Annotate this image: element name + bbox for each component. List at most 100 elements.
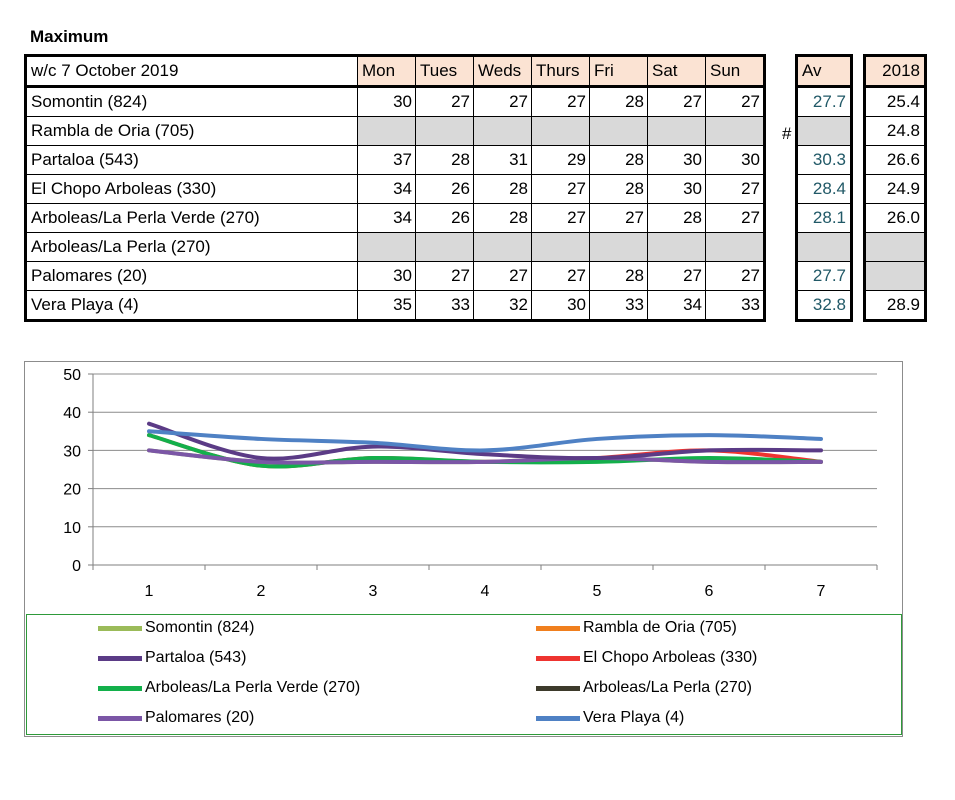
- value-cell: [415, 116, 474, 146]
- year-row: [864, 261, 926, 291]
- day-header: Weds: [473, 55, 532, 88]
- year-cell: 28.9: [864, 290, 926, 321]
- legend-label: Arboleas/La Perla Verde (270): [145, 679, 361, 696]
- value-cell: 34: [357, 174, 416, 204]
- week-label: w/c 7 October 2019: [25, 55, 358, 88]
- day-header: Sun: [705, 55, 765, 88]
- value-cell: 30: [531, 290, 590, 321]
- series-line: [147, 421, 823, 461]
- av-row: [796, 116, 852, 146]
- value-cell: 30: [647, 174, 706, 204]
- av-row: 27.7: [796, 86, 852, 117]
- value-cell: 30: [357, 261, 416, 291]
- value-cell: [415, 232, 474, 262]
- av-cell: [796, 232, 852, 262]
- year-row: [864, 232, 926, 262]
- previous-year-table: 2018 25.4 24.8 26.6 24.9 26.0 28.9: [863, 54, 927, 322]
- value-cell: 27: [705, 261, 765, 291]
- value-cell: 27: [647, 261, 706, 291]
- value-cell: 32: [473, 290, 532, 321]
- value-cell: 27: [705, 86, 765, 117]
- day-header: Thurs: [531, 55, 590, 88]
- y-tick-label: 40: [63, 405, 81, 422]
- value-cell: 28: [415, 145, 474, 175]
- value-cell: 27: [473, 261, 532, 291]
- av-row: 28.4: [796, 174, 852, 204]
- legend-label: El Chopo Arboleas (330): [583, 649, 758, 666]
- legend-label: Vera Playa (4): [583, 709, 685, 726]
- day-header: Fri: [589, 55, 648, 88]
- value-cell: 28: [589, 174, 648, 204]
- av-row: 30.3: [796, 145, 852, 175]
- average-table: Av 27.7 30.3 28.4 28.1 27.7 32.8: [795, 54, 853, 322]
- legend-swatch: [98, 655, 142, 661]
- value-cell: [705, 232, 765, 262]
- av-row: 27.7: [796, 261, 852, 291]
- legend-swatch: [98, 625, 142, 631]
- x-tick-label: 7: [817, 583, 826, 600]
- value-cell: [473, 232, 532, 262]
- table-row: Somontin (824) 30 27 27 27 28 27 27: [25, 86, 765, 117]
- y-tick-label: 30: [63, 443, 81, 460]
- table-row: Rambla de Oria (705): [25, 116, 765, 146]
- legend-swatch: [98, 685, 142, 691]
- value-cell: [705, 116, 765, 146]
- av-header: Av: [796, 55, 852, 88]
- value-cell: 27: [473, 86, 532, 117]
- av-row: 32.8: [796, 290, 852, 321]
- av-cell: 28.1: [796, 203, 852, 233]
- legend-item: El Chopo Arboleas (330): [536, 649, 757, 667]
- legend-item: Somontin (824): [98, 619, 254, 637]
- year-row: 26.6: [864, 145, 926, 175]
- table-row: Palomares (20) 30 27 27 27 28 27 27: [25, 261, 765, 291]
- series-line: [147, 429, 823, 453]
- station-name: El Chopo Arboleas (330): [25, 174, 358, 204]
- value-cell: 33: [415, 290, 474, 321]
- legend-item: Arboleas/La Perla (270): [536, 679, 752, 697]
- legend-label: Rambla de Oria (705): [583, 619, 737, 636]
- day-header: Mon: [357, 55, 416, 88]
- value-cell: 27: [531, 86, 590, 117]
- value-cell: 34: [647, 290, 706, 321]
- av-header-row: Av: [796, 55, 852, 88]
- value-cell: 26: [415, 203, 474, 233]
- station-name: Vera Playa (4): [25, 290, 358, 321]
- av-cell: 32.8: [796, 290, 852, 321]
- year-row: 24.8: [864, 116, 926, 146]
- value-cell: 35: [357, 290, 416, 321]
- legend-label: Palomares (20): [145, 709, 255, 726]
- av-row: 28.1: [796, 203, 852, 233]
- year-cell: 24.8: [864, 116, 926, 146]
- x-tick-label: 4: [481, 583, 490, 600]
- station-name: Rambla de Oria (705): [25, 116, 358, 146]
- weekly-max-table: w/c 7 October 2019 Mon Tues Weds Thurs Fri Sat…: [24, 54, 766, 322]
- legend-swatch: [536, 715, 580, 721]
- legend-item: Rambla de Oria (705): [536, 619, 737, 637]
- legend-swatch: [536, 655, 580, 661]
- value-cell: 27: [531, 261, 590, 291]
- station-name: Arboleas/La Perla (270): [25, 232, 358, 262]
- legend-item: Partaloa (543): [98, 649, 246, 667]
- hash-mark: #: [782, 124, 792, 143]
- page-title: Maximum: [30, 27, 109, 46]
- x-tick-label: 2: [257, 583, 266, 600]
- legend-item: Vera Playa (4): [536, 709, 684, 727]
- table-header-row: w/c 7 October 2019 Mon Tues Weds Thurs Fri Sat…: [25, 55, 765, 88]
- y-tick-label: 50: [63, 367, 81, 384]
- station-name: Somontin (824): [25, 86, 358, 117]
- chart-legend: [26, 614, 902, 735]
- value-cell: 37: [357, 145, 416, 175]
- year-cell: [864, 261, 926, 291]
- x-tick-label: 3: [369, 583, 378, 600]
- table-row: Partaloa (543) 37 28 31 29 28 30 30: [25, 145, 765, 175]
- x-tick-label: 5: [593, 583, 602, 600]
- av-row: [796, 232, 852, 262]
- year-row: 28.9: [864, 290, 926, 321]
- legend-item: Arboleas/La Perla Verde (270): [98, 679, 360, 697]
- year-header-row: 2018: [864, 55, 926, 88]
- value-cell: [357, 232, 416, 262]
- value-cell: [589, 232, 648, 262]
- year-header: 2018: [864, 55, 926, 88]
- station-name: Partaloa (543): [25, 145, 358, 175]
- legend-swatch: [98, 715, 142, 721]
